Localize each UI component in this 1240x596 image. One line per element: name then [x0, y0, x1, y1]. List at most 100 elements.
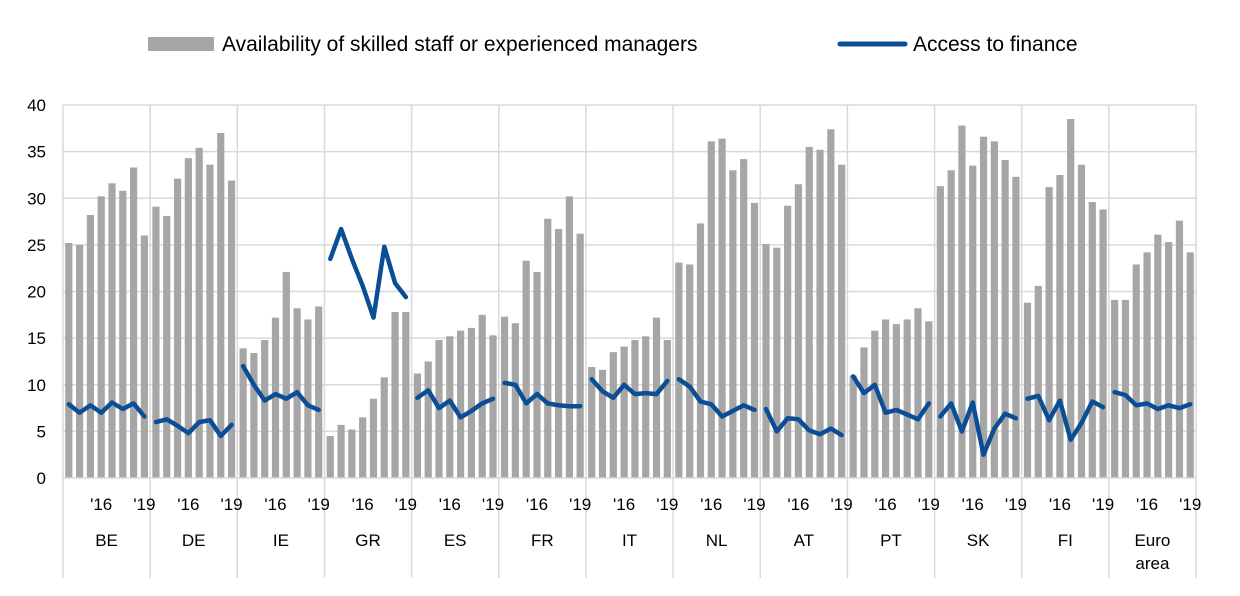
x-tick-label: '19 [220, 495, 242, 514]
bar [762, 243, 770, 478]
bar [936, 186, 944, 478]
bar [261, 339, 269, 478]
line-series [66, 226, 1193, 457]
x-tick-label: '16 [700, 495, 722, 514]
bar [958, 125, 966, 478]
x-tick-label: '16 [875, 495, 897, 514]
bar [304, 319, 312, 478]
bar [108, 183, 116, 478]
y-tick-label: 15 [27, 329, 46, 348]
x-tick-label: '19 [482, 495, 504, 514]
bar [326, 436, 334, 478]
bar [402, 312, 410, 478]
x-tick-label: '19 [831, 495, 853, 514]
x-tick-label: '16 [90, 495, 112, 514]
bar [173, 178, 182, 479]
y-tick-label: 10 [27, 376, 46, 395]
bar [1186, 252, 1194, 478]
bar [1056, 174, 1064, 478]
x-tick-label: '16 [1136, 495, 1158, 514]
bar-series [65, 118, 1194, 479]
bar [979, 136, 988, 478]
x-tick-label: '16 [177, 495, 199, 514]
bar [696, 223, 705, 478]
bar [838, 164, 846, 478]
x-tick-label: '19 [1005, 495, 1027, 514]
bar [565, 196, 573, 478]
country-label: NL [706, 531, 728, 550]
access-to-finance-line [938, 400, 1019, 457]
y-tick-label: 25 [27, 236, 46, 255]
country-label: FR [531, 531, 554, 550]
country-label: area [1135, 554, 1170, 573]
bar [849, 375, 857, 478]
x-tick-label: '19 [656, 495, 678, 514]
bar [718, 138, 726, 478]
bar [784, 205, 792, 478]
bar [1175, 220, 1184, 478]
country-label: DE [182, 531, 206, 550]
bar [1034, 285, 1042, 478]
x-axis: '16 '19 BE '16 '19 DE '16 '19 IE '16 '19 GR '16 '19 ES… [63, 477, 1201, 573]
bar [500, 316, 509, 478]
bar [794, 184, 803, 478]
bar [76, 244, 84, 478]
access-to-finance-line [502, 380, 583, 409]
bar [947, 170, 955, 478]
bar [315, 306, 323, 478]
x-tick-label: '19 [569, 495, 591, 514]
bar [152, 206, 160, 478]
bar [424, 361, 432, 478]
bar [369, 398, 378, 478]
access-to-finance-line [589, 376, 670, 401]
bar [1143, 252, 1151, 478]
y-tick-label: 20 [27, 283, 46, 302]
bar [511, 323, 519, 478]
x-tick-label: '19 [133, 495, 155, 514]
bar [217, 132, 225, 478]
bar [609, 352, 617, 478]
bar [227, 180, 236, 478]
bar [522, 260, 530, 478]
bar [805, 146, 813, 478]
chart-legend: Availability of skilled staff or experie… [148, 33, 1078, 56]
bar [675, 262, 683, 478]
bar [707, 141, 715, 478]
bar [871, 330, 879, 478]
bar [413, 373, 422, 478]
bar [1132, 264, 1140, 478]
x-tick-label: '16 [1049, 495, 1071, 514]
bar [1045, 187, 1053, 478]
bar [925, 321, 933, 478]
access-to-finance-line [153, 417, 234, 439]
bar [1012, 176, 1020, 479]
bar [816, 149, 824, 478]
country-label: SK [967, 531, 990, 550]
bar [467, 327, 476, 478]
x-tick-label: '16 [613, 495, 635, 514]
bar [163, 215, 171, 478]
bar [184, 158, 192, 478]
access-to-finance-line [763, 406, 844, 438]
bar [1088, 201, 1096, 479]
access-to-finance-line [415, 388, 496, 420]
bar [282, 271, 290, 478]
bar [250, 353, 258, 478]
legend-bar-swatch [148, 37, 214, 51]
bar [337, 424, 345, 478]
y-tick-label: 30 [27, 189, 46, 208]
bar [359, 417, 367, 478]
bar [903, 319, 911, 478]
bar [620, 346, 628, 478]
legend-bar-label: Availability of skilled staff or experie… [222, 33, 697, 56]
country-label: ES [444, 531, 467, 550]
y-tick-label: 5 [37, 422, 46, 441]
bar [1001, 160, 1009, 478]
bar [990, 141, 998, 478]
country-label: BE [95, 531, 118, 550]
y-tick-label: 0 [37, 469, 46, 488]
bar [1067, 118, 1075, 479]
bar [740, 159, 748, 478]
country-label: GR [355, 531, 381, 550]
bar [1077, 164, 1086, 478]
